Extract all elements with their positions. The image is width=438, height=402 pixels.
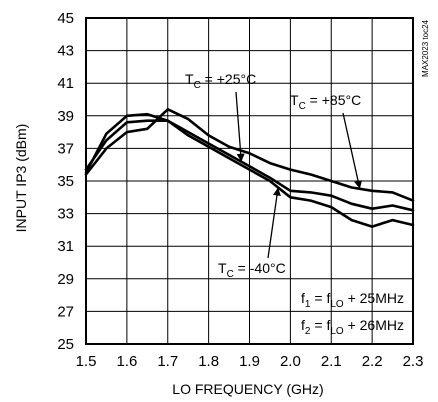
x-tick-label: 2.3: [403, 353, 424, 370]
y-tick-label: 29: [57, 271, 74, 288]
series-line-0: [84, 119, 415, 212]
tick-labels: 1.5 1.6 1.7 1.8 1.9 2.0 2.1 2.2 2.3 25 27 29 31 33 35 3…: [57, 10, 423, 370]
annotation-leader: [235, 91, 242, 162]
y-tick-label: 39: [57, 108, 74, 125]
x-tick-label: 1.9: [239, 353, 260, 370]
y-tick-label: 37: [57, 140, 74, 157]
x-tick-label: 2.2: [362, 353, 383, 370]
y-tick-label: 27: [57, 303, 74, 320]
y-tick-label: 41: [57, 75, 74, 92]
series-label: TC = +85°C: [290, 92, 361, 112]
condition-note: f2 = fLO + 26MHz: [301, 317, 404, 337]
annotation-arrowhead: [236, 153, 245, 162]
series-lines: [84, 108, 415, 228]
x-tick-label: 2.0: [280, 353, 301, 370]
annotation-arrowhead: [354, 180, 362, 189]
x-tick-label: 1.6: [116, 353, 137, 370]
condition-note: f1 = fLO + 25MHz: [301, 290, 404, 310]
y-tick-label: 45: [57, 10, 74, 27]
x-tick-label: 1.5: [76, 353, 97, 370]
y-tick-label: 31: [57, 238, 74, 255]
x-axis-title: LO FREQUENCY (GHz): [172, 381, 323, 397]
y-tick-label: 33: [57, 206, 74, 223]
annotation-leader: [267, 187, 279, 259]
series-label: TC = -40°C: [218, 260, 286, 280]
x-tick-label: 2.1: [321, 353, 342, 370]
x-tick-label: 1.7: [157, 353, 178, 370]
annotations: TC = +25°C TC = +85°C TC = -40°C f1 = fLO +…: [185, 71, 404, 337]
annotation-arrowhead: [273, 187, 281, 196]
series-line-1: [84, 108, 415, 202]
watermark: MAX2023 toc24: [421, 19, 430, 76]
plot-frame: [85, 17, 414, 345]
annotation-leader: [342, 112, 361, 189]
y-axis-title: INPUT IP3 (dBm): [13, 124, 29, 233]
y-tick-label: 25: [57, 336, 74, 353]
y-tick-label: 43: [57, 43, 74, 60]
series-label: TC = +25°C: [185, 71, 256, 91]
y-tick-label: 35: [57, 173, 74, 190]
x-tick-label: 1.8: [198, 353, 219, 370]
series-line-2: [84, 112, 415, 228]
